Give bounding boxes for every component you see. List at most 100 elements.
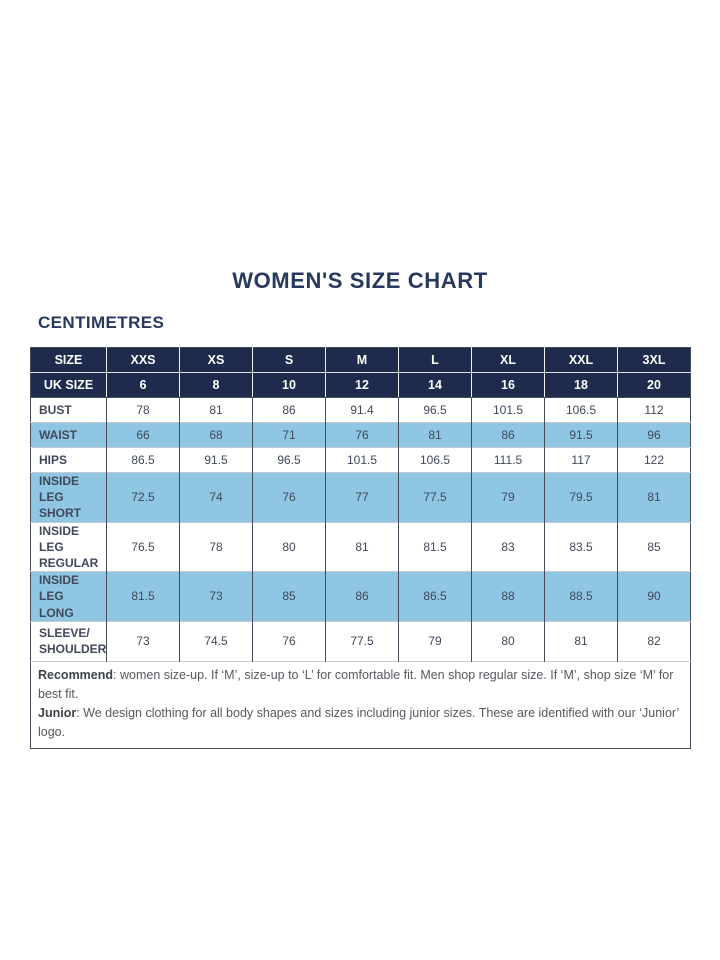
row-label: WAIST xyxy=(30,422,107,448)
header-cell: 3XL xyxy=(617,347,691,373)
value-cell: 83.5 xyxy=(544,521,618,572)
value-cell: 72.5 xyxy=(106,472,180,523)
value-cell: 77 xyxy=(325,472,399,523)
value-cell: 78 xyxy=(179,521,253,572)
footnote-row: Recommend: women size-up. If ‘M’, size-u… xyxy=(30,660,691,749)
header-cell: M xyxy=(325,347,399,373)
footnote-recommend-text: : women size-up. If ‘M’, size-up to ‘L’ … xyxy=(38,667,674,701)
value-cell: 76.5 xyxy=(106,521,180,572)
page-title: WOMEN'S SIZE CHART xyxy=(232,268,488,293)
value-cell: 81 xyxy=(398,422,472,448)
table-row: HIPS 86.5 91.5 96.5 101.5 106.5 111.5 117 122 xyxy=(30,447,691,473)
value-cell: 90 xyxy=(617,571,691,622)
footnote-junior-text: : We design clothing for all body shapes… xyxy=(38,705,679,739)
header-cell: 18 xyxy=(544,372,618,398)
value-cell: 82 xyxy=(617,620,691,662)
value-cell: 85 xyxy=(252,571,326,622)
value-cell: 80 xyxy=(252,521,326,572)
header-cell: 10 xyxy=(252,372,326,398)
header-cell: XXS xyxy=(106,347,180,373)
row-label: BUST xyxy=(30,397,107,423)
table-row: INSIDE LEG LONG 81.5 73 85 86 86.5 88 88.5 90 xyxy=(30,571,691,622)
value-cell: 86 xyxy=(325,571,399,622)
value-cell: 106.5 xyxy=(398,447,472,473)
value-cell: 86.5 xyxy=(106,447,180,473)
value-cell: 86 xyxy=(252,397,326,423)
value-cell: 111.5 xyxy=(471,447,545,473)
header-cell: XXL xyxy=(544,347,618,373)
footnote-line-junior: Junior: We design clothing for all body … xyxy=(38,704,682,742)
footnote-cell: Recommend: women size-up. If ‘M’, size-u… xyxy=(30,660,691,749)
value-cell: 101.5 xyxy=(325,447,399,473)
value-cell: 91.4 xyxy=(325,397,399,423)
header-cell: L xyxy=(398,347,472,373)
unit-heading: CENTIMETRES xyxy=(38,313,165,332)
row-label: INSIDE LEG REGULAR xyxy=(30,521,107,572)
header-cell: 14 xyxy=(398,372,472,398)
value-cell: 79.5 xyxy=(544,472,618,523)
value-cell: 74 xyxy=(179,472,253,523)
value-cell: 81 xyxy=(179,397,253,423)
value-cell: 106.5 xyxy=(544,397,618,423)
value-cell: 80 xyxy=(471,620,545,662)
value-cell: 81 xyxy=(617,472,691,523)
value-cell: 76 xyxy=(252,620,326,662)
row-label: INSIDE LEG SHORT xyxy=(30,472,107,523)
value-cell: 96.5 xyxy=(398,397,472,423)
size-chart-head: SIZE XXS XS S M L XL XXL 3XL UK SIZE 6 8 10 12 14 16 18 2… xyxy=(30,347,691,398)
value-cell: 88.5 xyxy=(544,571,618,622)
value-cell: 86 xyxy=(471,422,545,448)
header-row-label: SIZE xyxy=(30,347,107,373)
value-cell: 96.5 xyxy=(252,447,326,473)
header-cell: 8 xyxy=(179,372,253,398)
value-cell: 77.5 xyxy=(325,620,399,662)
value-cell: 86.5 xyxy=(398,571,472,622)
value-cell: 85 xyxy=(617,521,691,572)
value-cell: 66 xyxy=(106,422,180,448)
value-cell: 79 xyxy=(471,472,545,523)
value-cell: 81.5 xyxy=(398,521,472,572)
header-cell: 20 xyxy=(617,372,691,398)
value-cell: 68 xyxy=(179,422,253,448)
header-cell: XS xyxy=(179,347,253,373)
value-cell: 74.5 xyxy=(179,620,253,662)
header-cell: 12 xyxy=(325,372,399,398)
table-row: INSIDE LEG SHORT 72.5 74 76 77 77.5 79 79.5 81 xyxy=(30,472,691,523)
value-cell: 101.5 xyxy=(471,397,545,423)
footnote-junior-label: Junior xyxy=(38,705,77,720)
value-cell: 73 xyxy=(179,571,253,622)
table-row: INSIDE LEG REGULAR 76.5 78 80 81 81.5 83 83.5 85 xyxy=(30,521,691,572)
value-cell: 79 xyxy=(398,620,472,662)
value-cell: 81 xyxy=(325,521,399,572)
value-cell: 91.5 xyxy=(544,422,618,448)
size-chart-footnote: Recommend: women size-up. If ‘M’, size-u… xyxy=(30,660,691,749)
value-cell: 76 xyxy=(252,472,326,523)
footnote-recommend-label: Recommend xyxy=(38,667,114,682)
header-cell: S xyxy=(252,347,326,373)
header-row-label: UK SIZE xyxy=(30,372,107,398)
footnote-line-recommend: Recommend: women size-up. If ‘M’, size-u… xyxy=(38,666,682,704)
value-cell: 71 xyxy=(252,422,326,448)
header-row: SIZE XXS XS S M L XL XXL 3XL xyxy=(30,347,691,373)
table-row: BUST 78 81 86 91.4 96.5 101.5 106.5 112 xyxy=(30,397,691,423)
value-cell: 83 xyxy=(471,521,545,572)
row-label: INSIDE LEG LONG xyxy=(30,571,107,622)
header-cell: 16 xyxy=(471,372,545,398)
size-chart-body: BUST 78 81 86 91.4 96.5 101.5 106.5 112 WAIST 66 68… xyxy=(30,397,691,662)
value-cell: 96 xyxy=(617,422,691,448)
header-row: UK SIZE 6 8 10 12 14 16 18 20 xyxy=(30,372,691,398)
value-cell: 122 xyxy=(617,447,691,473)
value-cell: 117 xyxy=(544,447,618,473)
value-cell: 91.5 xyxy=(179,447,253,473)
value-cell: 76 xyxy=(325,422,399,448)
header-cell: XL xyxy=(471,347,545,373)
value-cell: 88 xyxy=(471,571,545,622)
value-cell: 77.5 xyxy=(398,472,472,523)
header-cell: 6 xyxy=(106,372,180,398)
row-label: HIPS xyxy=(30,447,107,473)
value-cell: 112 xyxy=(617,397,691,423)
table-row: WAIST 66 68 71 76 81 86 91.5 96 xyxy=(30,422,691,448)
row-label: SLEEVE/SHOULDER xyxy=(30,620,107,662)
value-cell: 81.5 xyxy=(106,571,180,622)
value-cell: 78 xyxy=(106,397,180,423)
